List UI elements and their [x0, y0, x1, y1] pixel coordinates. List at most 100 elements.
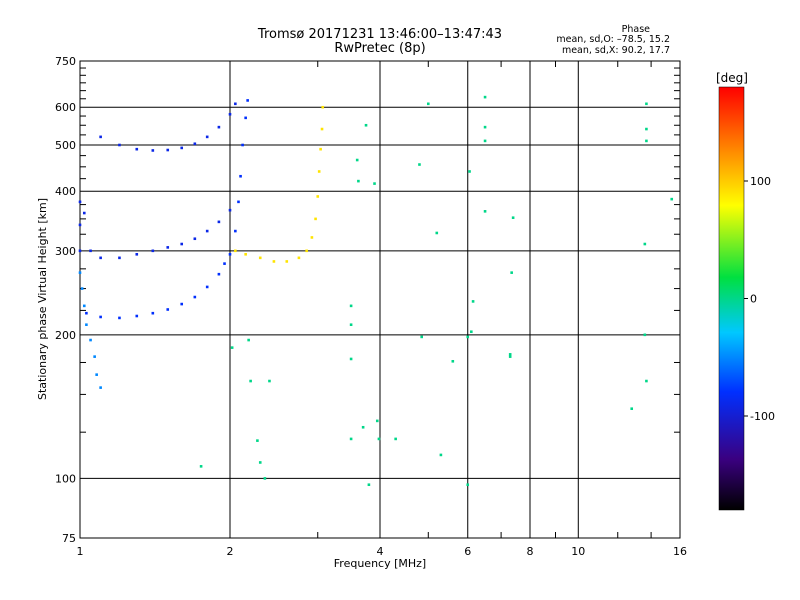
echo-point [193, 142, 197, 146]
echo-point [508, 355, 512, 358]
echo-point [223, 262, 226, 265]
echo-point [85, 311, 88, 315]
echo-point [82, 211, 86, 215]
echo-point [89, 338, 92, 342]
phase-legend-x-mode: mean, sd,X: 90.2, 17.7 [561, 45, 670, 56]
echo-point [258, 461, 262, 464]
echo-point [205, 229, 209, 233]
echo-point [228, 208, 232, 212]
y-tick-label: 200 [55, 329, 76, 342]
echo-point [510, 271, 513, 274]
echo-point [249, 379, 252, 383]
echo-point [483, 139, 487, 143]
echo-point [439, 453, 443, 457]
echo-point [320, 127, 324, 131]
echo-point [310, 236, 314, 239]
echo-point [78, 249, 82, 253]
echo-point [85, 323, 88, 327]
echo-point [321, 105, 325, 109]
echo-point [217, 220, 221, 224]
echo-point [166, 246, 170, 249]
echo-point [375, 419, 379, 423]
echo-point [349, 304, 353, 308]
echo-point [367, 483, 371, 487]
echo-point [349, 323, 353, 327]
echo-point [230, 346, 234, 349]
echo-point [80, 287, 84, 290]
echo-point [239, 174, 242, 178]
echo-point [377, 437, 381, 441]
echo-point [319, 147, 322, 151]
y-tick-label: 75 [62, 532, 76, 545]
echo-point [95, 373, 98, 376]
echo-point [355, 158, 359, 162]
echo-point [82, 304, 86, 308]
echo-point [314, 217, 317, 221]
x-tick-label: 10 [571, 545, 585, 558]
echo-point [118, 143, 121, 147]
echo-point [297, 256, 301, 260]
echo-point [364, 123, 368, 127]
echo-point [483, 210, 487, 213]
echo-point [630, 407, 634, 411]
x-axis-label: Frequency [MHz] [334, 557, 426, 570]
echo-point [466, 335, 470, 339]
echo-point [151, 311, 155, 315]
x-tick-label: 1 [77, 545, 84, 558]
echo-point [228, 252, 232, 256]
echo-point [135, 314, 139, 318]
echo-point [451, 359, 455, 363]
echo-point [118, 316, 121, 320]
colorbar-tick-label: -100 [750, 410, 775, 423]
y-tick-label: 600 [55, 101, 76, 114]
colorbar-unit-label: [deg] [716, 71, 748, 85]
echo-point [180, 242, 184, 246]
x-tick-label: 8 [527, 545, 534, 558]
echo-point [166, 308, 170, 311]
echo-point [99, 135, 102, 139]
echo-point [373, 182, 376, 185]
echo-point [483, 95, 487, 99]
echo-point [420, 335, 423, 339]
echo-point [205, 135, 209, 139]
y-tick-label: 100 [55, 472, 76, 485]
x-tick-label: 6 [464, 545, 471, 558]
echo-point [234, 249, 237, 253]
echo-point [151, 149, 155, 152]
echo-point [645, 379, 648, 383]
echo-point [244, 252, 247, 256]
echo-point [135, 252, 139, 256]
echo-point [78, 271, 82, 274]
echo-point [470, 330, 473, 334]
echo-point [247, 338, 250, 342]
colorbar [718, 86, 745, 511]
echo-point [394, 437, 397, 441]
echo-point [511, 216, 515, 220]
echo-point [217, 125, 221, 129]
echo-point [426, 102, 430, 106]
echo-point [285, 260, 289, 263]
grid-lines [80, 61, 680, 538]
echo-point [241, 143, 244, 147]
echo-point [234, 102, 237, 106]
echo-point [645, 127, 648, 131]
y-tick-label: 500 [55, 139, 76, 152]
echo-point [118, 256, 121, 260]
chart-title: Tromsø 20171231 13:46:00–13:47:43 [257, 27, 503, 42]
echo-point [471, 300, 475, 303]
echo-point [483, 125, 487, 129]
axis-ticks: 1 2 4 6 8 10 16 75 100 200 300 400 500 600 750 [55, 55, 687, 558]
echo-point [643, 242, 647, 246]
echo-point [263, 477, 267, 480]
echo-point [305, 249, 308, 253]
echo-point [180, 302, 184, 306]
echo-point [237, 200, 240, 204]
echo-point [645, 139, 648, 143]
chart-subtitle: RwPretec (8p) [334, 41, 426, 56]
echo-point [205, 285, 209, 289]
colorbar-tick-label: 0 [750, 293, 757, 306]
echo-point [468, 170, 471, 173]
y-tick-label: 750 [55, 55, 76, 68]
echo-point [199, 465, 203, 468]
